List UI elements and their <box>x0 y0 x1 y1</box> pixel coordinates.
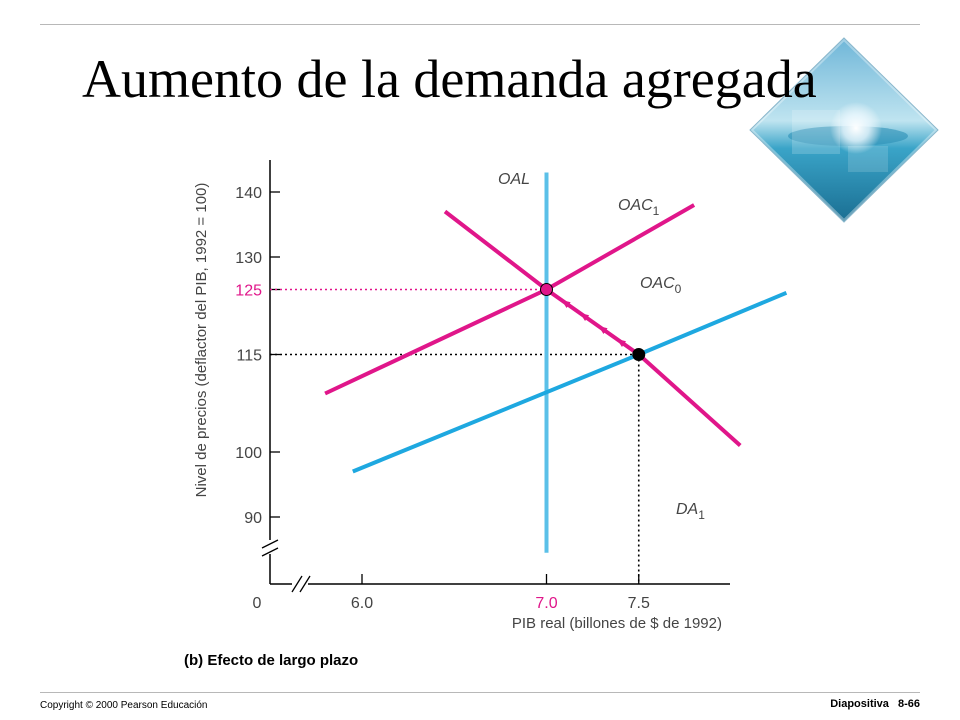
copyright: Copyright © 2000 Pearson Educación <box>40 700 208 711</box>
series-oac0 <box>352 290 788 474</box>
slide-number: 8-66 <box>897 698 920 710</box>
chart-caption: (b) Efecto de largo plazo <box>184 652 359 669</box>
slide-label-text: Diapositiva <box>830 698 889 710</box>
x-tick-label: 7.5 <box>628 595 650 612</box>
top-rule <box>40 24 920 25</box>
series-label-oac1: OAC1 <box>618 197 660 218</box>
slide-number-label: Diapositiva 8-66 <box>830 698 920 710</box>
y-axis-title: Nivel de precios (deflactor del PIB, 199… <box>193 183 210 498</box>
y-axis-break-mark <box>261 539 279 549</box>
y-tick-label: 100 <box>235 445 262 462</box>
series-da1 <box>443 209 742 447</box>
chart-axes <box>261 160 730 593</box>
x-tick-label: 7.0 <box>535 595 557 612</box>
y-tick-label: 130 <box>235 250 262 267</box>
y-tick-label: 90 <box>244 510 262 527</box>
adjustment-arrow <box>616 338 626 347</box>
x-axis-title: PIB real (billones de $ de 1992) <box>512 615 722 632</box>
equilibrium-point <box>632 348 646 361</box>
adjustment-arrow <box>579 312 590 321</box>
y-tick-label: 115 <box>236 348 262 365</box>
origin-label: 0 <box>253 595 262 612</box>
series-label-da1: DA1 <box>676 501 705 522</box>
y-tick-label: 125 <box>235 283 262 300</box>
x-axis-break-mark <box>299 575 311 593</box>
bottom-rule <box>40 692 920 693</box>
chart-series <box>324 172 788 553</box>
equilibrium-point <box>540 283 553 296</box>
series-label-oal: OAL <box>498 171 530 188</box>
adjustment-arrow <box>561 299 571 308</box>
series-label-oac0: OAC0 <box>640 275 682 296</box>
slide-title: Aumento de la demanda agregada <box>82 49 817 109</box>
decorative-diamond-image <box>746 34 942 229</box>
y-axis-break-mark <box>261 547 279 557</box>
x-tick-label: 6.0 <box>351 595 373 612</box>
chart-guides <box>270 288 640 584</box>
x-axis-break-gap <box>292 578 308 590</box>
chart-labels: 90 100 115 125 130 140 6.0 7.0 7.5 0 PIB real (bil… <box>193 171 722 632</box>
adjustment-arrow <box>598 325 608 334</box>
chart-marks <box>540 283 646 361</box>
y-tick-label: 140 <box>235 185 262 202</box>
x-axis-break-mark <box>291 575 303 593</box>
